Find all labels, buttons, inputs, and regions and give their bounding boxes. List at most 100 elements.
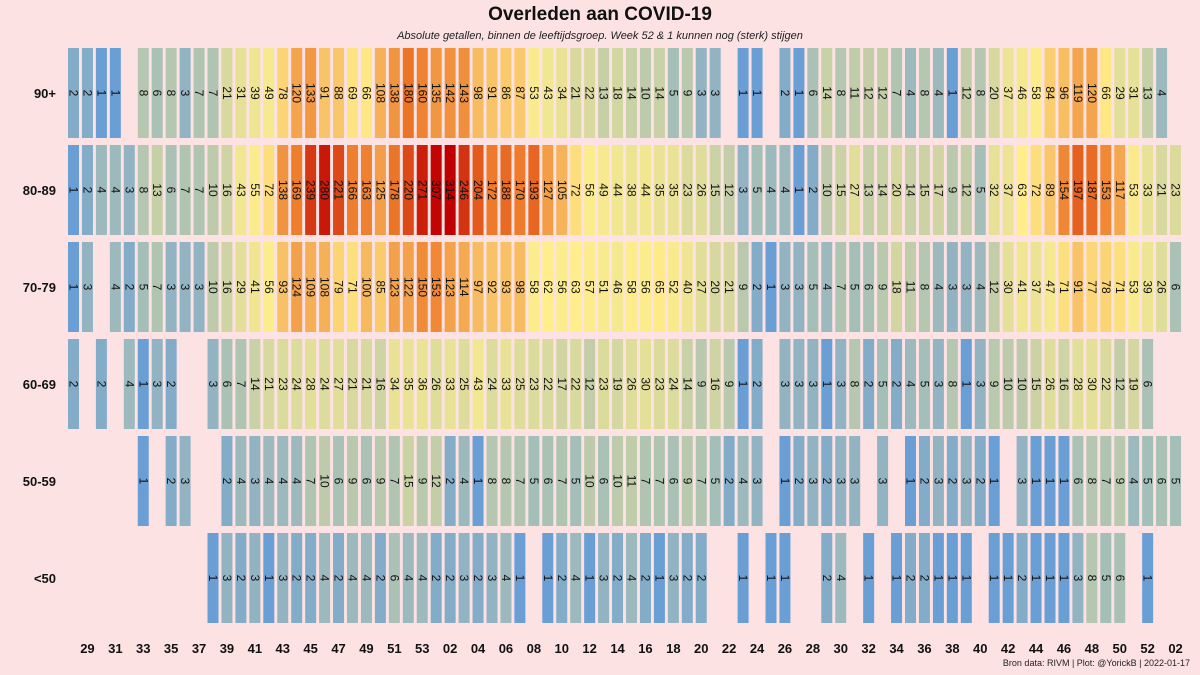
heatmap-cell: [653, 436, 665, 526]
heatmap-cell: [291, 48, 303, 138]
cell-value-label: 3: [178, 90, 192, 97]
heatmap-cell: [388, 436, 400, 526]
cell-value-label: 63: [569, 280, 583, 294]
heatmap-cell: [1128, 48, 1140, 138]
cell-value-label: 14: [820, 86, 834, 100]
heatmap-cell: [458, 242, 470, 332]
cell-value-label: 3: [192, 284, 206, 291]
heatmap-cell: [835, 436, 847, 526]
heatmap-cell: [263, 339, 275, 429]
heatmap-cell: [849, 242, 861, 332]
heatmap-cell: [667, 48, 679, 138]
heatmap-cell: [737, 242, 749, 332]
x-tick-label: 14: [610, 641, 625, 656]
heatmap-cell: [360, 48, 372, 138]
heatmap-cell: [277, 436, 289, 526]
heatmap-cell: [1128, 145, 1140, 235]
heatmap-cell: [737, 145, 749, 235]
heatmap-cell: [877, 48, 889, 138]
cell-value-label: 3: [1071, 575, 1085, 582]
cell-value-label: 188: [499, 180, 513, 200]
heatmap-cell: [1072, 48, 1084, 138]
cell-value-label: 3: [778, 284, 792, 291]
cell-value-label: 2: [820, 575, 834, 582]
cell-value-label: 1: [652, 575, 666, 582]
heatmap-cell: [1114, 145, 1126, 235]
cell-value-label: 7: [555, 478, 569, 485]
x-tick-label: 18: [666, 641, 680, 656]
heatmap-cell: [918, 533, 930, 623]
heatmap-cell: [905, 242, 916, 332]
heatmap-cell: [235, 242, 247, 332]
heatmap-cell: [1086, 339, 1098, 429]
heatmap-cell: [514, 436, 526, 526]
cell-value-label: 20: [708, 280, 722, 294]
heatmap-cell: [514, 533, 526, 623]
heatmap-cell: [779, 533, 791, 623]
cell-value-label: 23: [597, 377, 611, 391]
cell-value-label: 6: [1071, 478, 1085, 485]
cell-value-label: 47: [1043, 280, 1057, 294]
cell-value-label: 6: [806, 90, 820, 97]
heatmap-cell: [737, 48, 749, 138]
cell-value-label: 52: [666, 280, 680, 294]
heatmap-cell: [667, 242, 679, 332]
cell-value-label: 9: [1113, 478, 1127, 485]
heatmap-cell: [653, 339, 665, 429]
heatmap-cell: [542, 436, 554, 526]
cell-value-label: 4: [820, 284, 834, 291]
cell-value-label: 2: [290, 575, 304, 582]
heatmap-cell: [905, 436, 916, 526]
heatmap-cell: [626, 242, 637, 332]
heatmap-cell: [305, 242, 317, 332]
heatmap-cell: [932, 436, 944, 526]
cell-value-label: 7: [178, 187, 192, 194]
heatmap-cell: [612, 48, 624, 138]
heatmap-cell: [1086, 48, 1098, 138]
cell-value-label: 169: [290, 180, 304, 200]
cell-value-label: 2: [80, 90, 94, 97]
heatmap-cell: [95, 339, 107, 429]
cell-value-label: 23: [1169, 183, 1183, 197]
heatmap-cell: [235, 145, 247, 235]
cell-value-label: 57: [583, 280, 597, 294]
heatmap-cell: [807, 339, 819, 429]
cell-value-label: 3: [834, 381, 848, 388]
heatmap-cell: [528, 145, 540, 235]
heatmap-cell: [207, 533, 219, 623]
cell-value-label: 2: [750, 284, 764, 291]
x-tick-label: 16: [638, 641, 652, 656]
cell-value-label: 2: [638, 575, 652, 582]
cell-value-label: 160: [415, 83, 429, 103]
cell-value-label: 56: [638, 280, 652, 294]
cell-value-label: 1: [945, 575, 959, 582]
heatmap-cell: [68, 242, 79, 332]
cell-value-label: 138: [276, 180, 290, 200]
cell-value-label: 6: [666, 478, 680, 485]
cell-value-label: 1: [987, 575, 1001, 582]
heatmap-cell: [123, 242, 135, 332]
cell-value-label: 22: [1099, 377, 1113, 391]
cell-value-label: 6: [597, 478, 611, 485]
heatmap-cell: [444, 533, 456, 623]
heatmap-cell: [1128, 242, 1140, 332]
heatmap-cell: [681, 48, 693, 138]
heatmap-cell: [612, 339, 624, 429]
heatmap-cell: [137, 48, 149, 138]
heatmap-cell: [988, 533, 1000, 623]
cell-value-label: 24: [318, 377, 332, 391]
cell-value-label: 24: [485, 377, 499, 391]
heatmap-cell: [960, 436, 972, 526]
cell-value-label: 21: [722, 280, 736, 294]
heatmap-cell: [402, 533, 414, 623]
heatmap-cell: [360, 339, 372, 429]
cell-value-label: 3: [806, 381, 820, 388]
cell-value-label: 6: [332, 478, 346, 485]
x-tick-label: 24: [750, 641, 765, 656]
heatmap-cell: [779, 48, 791, 138]
cell-value-label: 142: [443, 83, 457, 103]
cell-value-label: 180: [401, 83, 415, 103]
x-tick-label: 37: [192, 641, 206, 656]
heatmap-cell: [932, 339, 944, 429]
cell-value-label: 3: [178, 478, 192, 485]
